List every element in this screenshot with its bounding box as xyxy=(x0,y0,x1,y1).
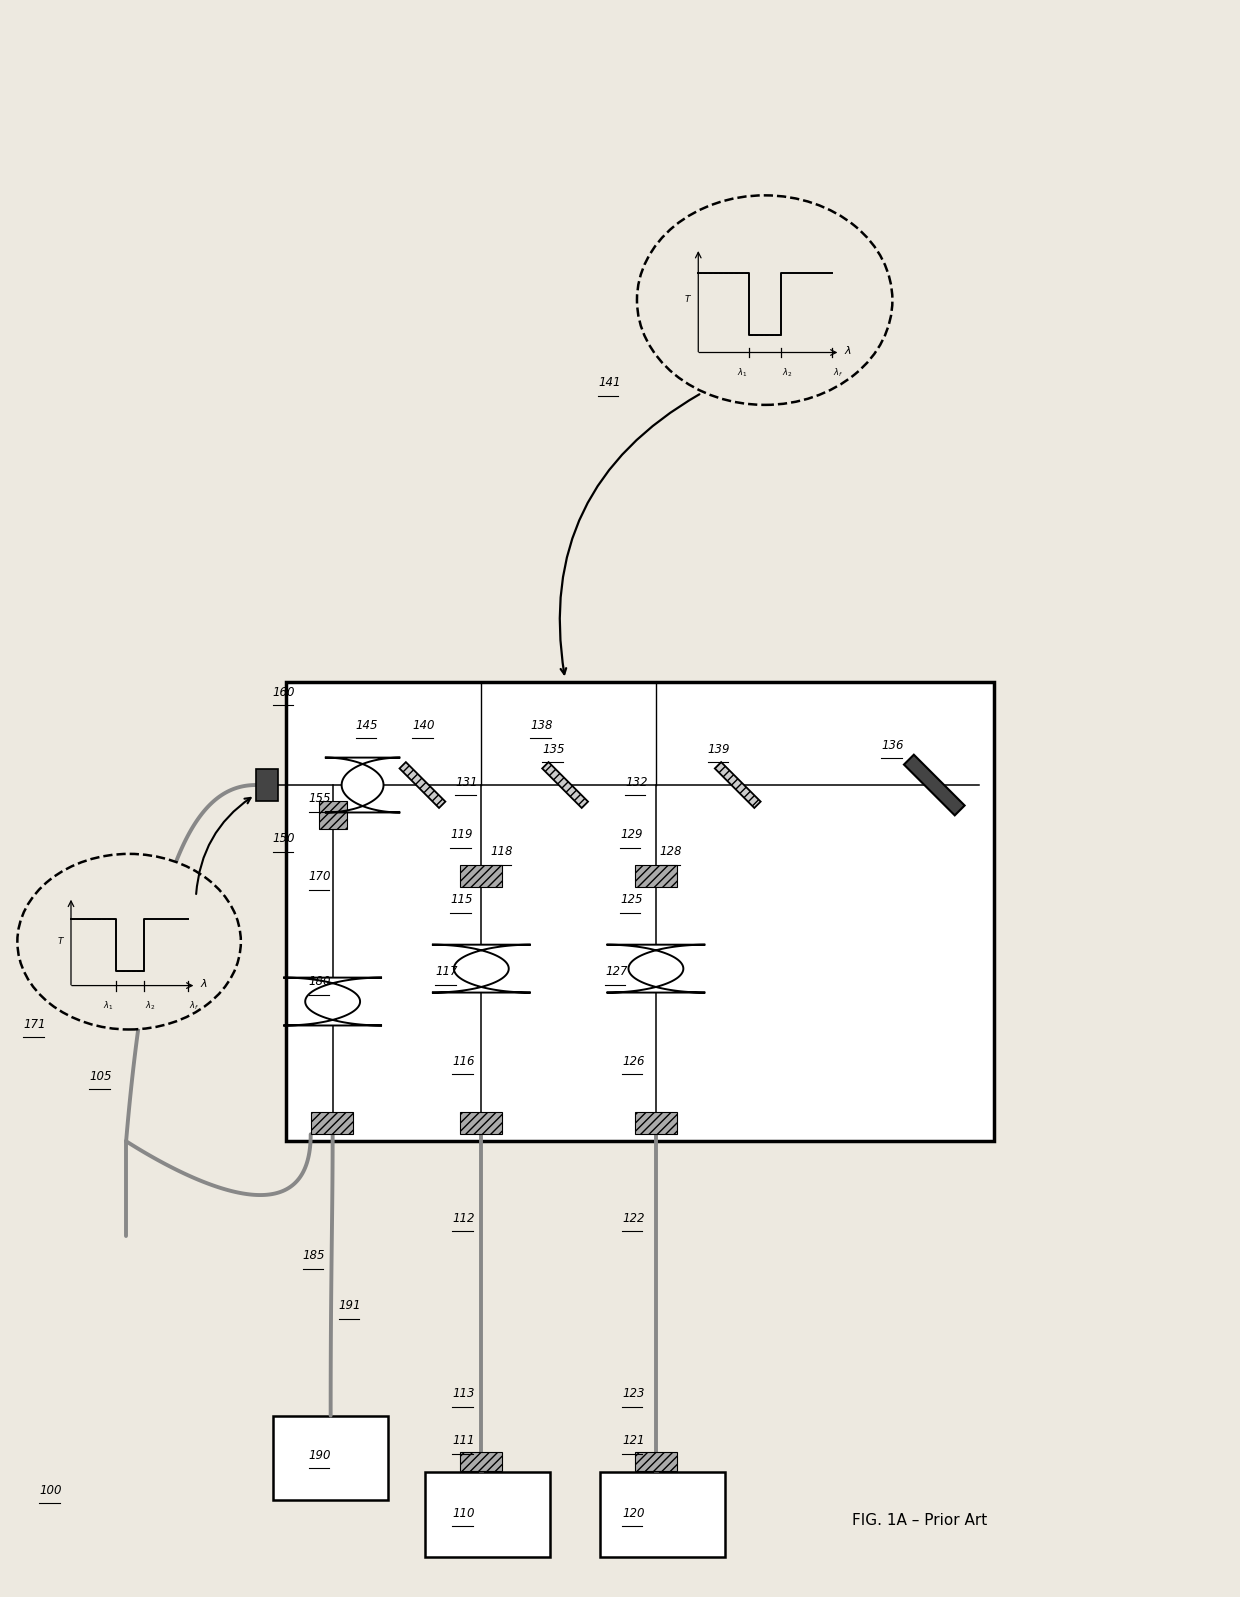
Text: 132: 132 xyxy=(625,776,647,789)
Bar xyxy=(460,1112,502,1134)
Polygon shape xyxy=(283,977,382,1025)
Text: 150: 150 xyxy=(273,832,295,845)
Bar xyxy=(460,1452,502,1471)
Text: 185: 185 xyxy=(303,1249,325,1263)
Bar xyxy=(273,1415,388,1501)
Text: 120: 120 xyxy=(622,1508,645,1520)
Text: $\lambda_f$: $\lambda_f$ xyxy=(833,366,843,378)
Text: $\lambda$: $\lambda$ xyxy=(201,977,208,989)
Bar xyxy=(635,1452,677,1471)
Text: T: T xyxy=(57,937,63,945)
Bar xyxy=(460,866,502,886)
Bar xyxy=(635,1112,677,1134)
Text: 128: 128 xyxy=(660,845,682,858)
Text: 105: 105 xyxy=(89,1070,112,1083)
Text: 122: 122 xyxy=(622,1212,645,1225)
Bar xyxy=(600,1472,724,1557)
Text: $\lambda_1$: $\lambda_1$ xyxy=(103,1000,114,1012)
Ellipse shape xyxy=(637,195,893,406)
Polygon shape xyxy=(432,945,531,993)
Text: 117: 117 xyxy=(435,965,458,977)
Text: 127: 127 xyxy=(605,965,627,977)
Polygon shape xyxy=(325,757,401,813)
Text: 125: 125 xyxy=(620,893,642,905)
Text: 110: 110 xyxy=(453,1508,475,1520)
Text: 138: 138 xyxy=(531,719,553,731)
Text: 145: 145 xyxy=(356,719,378,731)
Text: $\lambda_1$: $\lambda_1$ xyxy=(737,366,748,378)
Bar xyxy=(635,866,677,886)
Bar xyxy=(255,770,278,802)
Text: 135: 135 xyxy=(542,743,564,755)
Bar xyxy=(319,802,347,829)
Text: 113: 113 xyxy=(453,1388,475,1401)
Text: $\lambda$: $\lambda$ xyxy=(844,343,852,356)
Text: $\lambda_f$: $\lambda_f$ xyxy=(190,1000,200,1012)
Text: 141: 141 xyxy=(598,377,620,390)
Text: 155: 155 xyxy=(309,792,331,805)
Polygon shape xyxy=(714,762,760,808)
Polygon shape xyxy=(904,755,965,816)
Text: 126: 126 xyxy=(622,1056,645,1068)
Text: 160: 160 xyxy=(273,685,295,699)
Text: $\lambda_2$: $\lambda_2$ xyxy=(145,1000,155,1012)
Text: 131: 131 xyxy=(455,776,477,789)
Polygon shape xyxy=(399,762,445,808)
Text: 123: 123 xyxy=(622,1388,645,1401)
Text: T: T xyxy=(684,295,691,303)
Text: 100: 100 xyxy=(40,1484,62,1496)
Bar xyxy=(311,1112,352,1134)
Bar xyxy=(425,1472,551,1557)
Text: 111: 111 xyxy=(453,1434,475,1447)
Polygon shape xyxy=(542,762,588,808)
Text: 115: 115 xyxy=(450,893,472,905)
Text: 129: 129 xyxy=(620,829,642,842)
Text: 119: 119 xyxy=(450,829,472,842)
Polygon shape xyxy=(606,945,706,993)
Text: 121: 121 xyxy=(622,1434,645,1447)
Text: 190: 190 xyxy=(309,1448,331,1461)
Text: 118: 118 xyxy=(490,845,513,858)
Text: 180: 180 xyxy=(309,976,331,989)
Text: FIG. 1A – Prior Art: FIG. 1A – Prior Art xyxy=(852,1512,987,1528)
Text: 170: 170 xyxy=(309,870,331,883)
Ellipse shape xyxy=(17,854,241,1030)
Text: 112: 112 xyxy=(453,1212,475,1225)
Text: 171: 171 xyxy=(24,1017,46,1032)
Text: 136: 136 xyxy=(882,739,904,752)
Text: $\lambda_2$: $\lambda_2$ xyxy=(782,366,792,378)
Text: 191: 191 xyxy=(339,1300,361,1313)
Text: 116: 116 xyxy=(453,1056,475,1068)
Text: 140: 140 xyxy=(413,719,435,731)
Text: 139: 139 xyxy=(708,743,730,755)
Bar xyxy=(285,682,994,1142)
